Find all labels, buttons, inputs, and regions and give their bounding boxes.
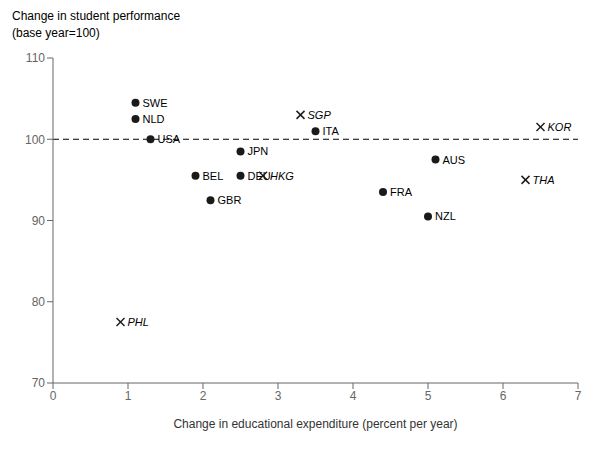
svg-text:6: 6	[500, 389, 507, 403]
svg-text:USA: USA	[158, 133, 181, 145]
svg-text:90: 90	[32, 214, 46, 228]
svg-text:PHL: PHL	[128, 316, 149, 328]
svg-text:2: 2	[200, 389, 207, 403]
svg-text:80: 80	[32, 295, 46, 309]
svg-text:DEU: DEU	[248, 170, 271, 182]
svg-text:NLD: NLD	[143, 113, 165, 125]
svg-text:SWE: SWE	[143, 97, 168, 109]
svg-text:THA: THA	[533, 174, 555, 186]
svg-text:100: 100	[25, 133, 45, 147]
svg-text:GBR: GBR	[218, 194, 242, 206]
svg-text:4: 4	[350, 389, 357, 403]
svg-text:HKG: HKG	[270, 170, 294, 182]
html-text:(base year=100): (base year=100)	[12, 26, 100, 40]
svg-text:7: 7	[575, 389, 582, 403]
svg-text:5: 5	[425, 389, 432, 403]
svg-text:JPN: JPN	[248, 145, 269, 157]
svg-text:SGP: SGP	[308, 109, 332, 121]
svg-text:3: 3	[275, 389, 282, 403]
svg-text:NZL: NZL	[435, 210, 456, 222]
html-text:Change in student performance: Change in student performance	[12, 9, 181, 23]
svg-text:1: 1	[125, 389, 132, 403]
svg-text:0: 0	[50, 389, 57, 403]
svg-text:BEL: BEL	[203, 170, 224, 182]
svg-text:110: 110	[26, 51, 45, 65]
svg-text:Change in educational expendit: Change in educational expenditure (perce…	[173, 417, 457, 431]
svg-text:KOR: KOR	[548, 121, 572, 133]
svg-text:FRA: FRA	[390, 186, 413, 198]
svg-text:AUS: AUS	[443, 154, 466, 166]
svg-text:70: 70	[32, 376, 46, 390]
svg-text:ITA: ITA	[323, 125, 340, 137]
